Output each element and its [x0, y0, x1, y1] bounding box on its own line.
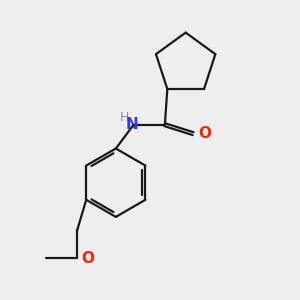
Text: O: O [82, 251, 94, 266]
Text: N: N [126, 117, 139, 132]
Text: H: H [119, 111, 129, 124]
Text: O: O [198, 126, 212, 141]
